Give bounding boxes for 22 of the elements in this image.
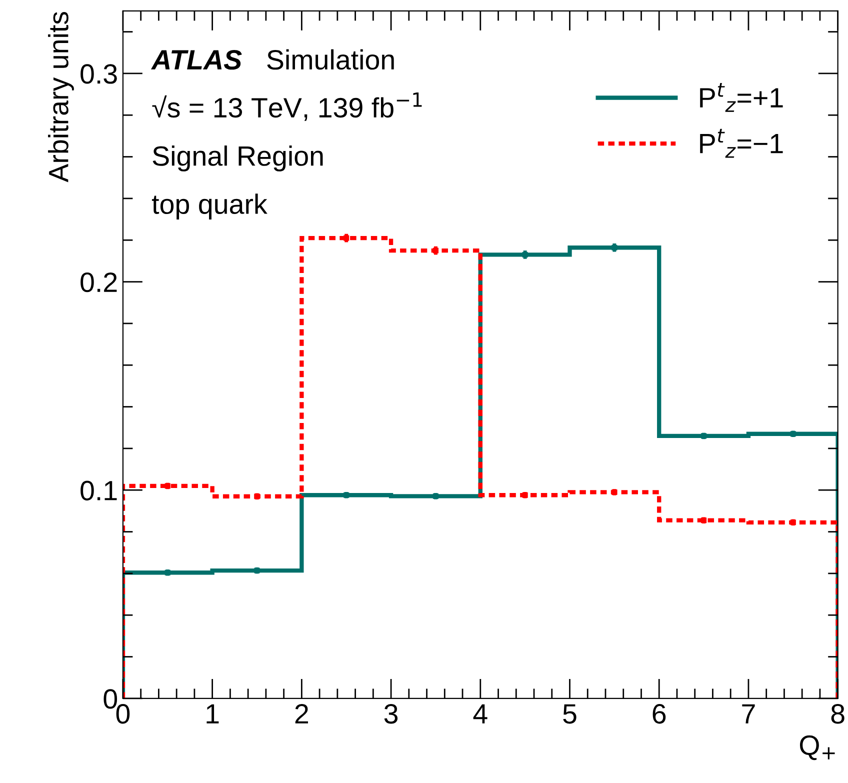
annotation: Signal Region	[152, 146, 323, 172]
y-tick-label: 0	[104, 689, 118, 709]
x-tick-label: 1	[206, 704, 219, 724]
y-tick-label: 0.3	[80, 64, 117, 84]
annotation: √s = 13 TeV, 139 fb$^{−1}$	[152, 92, 422, 121]
legend-label: P$^{t}$$_{z}$=−1	[700, 128, 783, 158]
y-tick-label: 0.1	[80, 480, 117, 500]
x-tick-label: 6	[652, 704, 666, 724]
y-axis-title: Arbitrary units	[48, 12, 74, 182]
y-tick-label: 0.2	[80, 272, 117, 292]
x-tick-label: 7	[742, 704, 755, 724]
x-tick-label: 5	[563, 704, 576, 724]
x-tick-label: 3	[384, 704, 398, 724]
annotation: top quark	[152, 194, 268, 220]
annotation: ATLAS	[150, 50, 242, 70]
x-axis-title: Q$_{+}$	[800, 735, 835, 760]
annotation: Simulation	[267, 49, 394, 70]
x-tick-label: 2	[295, 704, 308, 724]
x-tick-label: 8	[831, 704, 844, 724]
x-tick-label: 0	[116, 704, 130, 724]
legend-label: P$^{t}$$_{z}$=+1	[700, 83, 783, 112]
x-tick-label: 4	[473, 704, 488, 724]
